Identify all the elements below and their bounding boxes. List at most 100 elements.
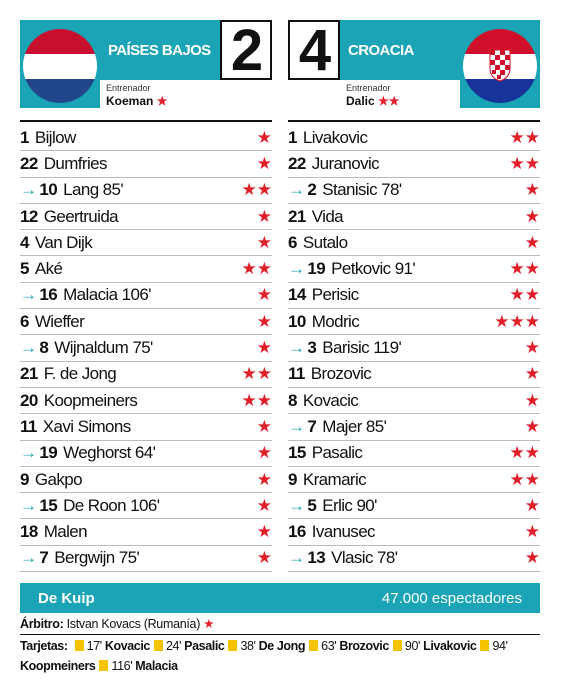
player-number: 15	[288, 443, 306, 463]
player-name: Gakpo	[34, 469, 83, 489]
player-rating: ★	[256, 522, 272, 542]
player-row: 9 Kramaric ★★	[288, 467, 540, 494]
player-number: 16	[288, 522, 306, 542]
player-number: 22	[288, 153, 306, 173]
player-number: 8	[39, 338, 49, 358]
player-rating: ★	[524, 548, 540, 568]
sub-arrow: →	[288, 416, 305, 436]
card-player: Pasalic	[184, 639, 225, 653]
player-name: Vida	[311, 206, 344, 226]
player-row: 11 Brozovic ★	[288, 362, 540, 388]
player-rating: ★	[256, 338, 272, 358]
player-row: 6 Sutalo ★	[288, 230, 540, 257]
player-number: 19	[307, 259, 326, 279]
player-name: Malen	[43, 522, 88, 542]
player-rating: ★	[256, 153, 272, 173]
player-row: → 15 De Roon 106' ★	[20, 493, 272, 520]
player-row: → 8 Wijnaldum 75' ★	[20, 335, 272, 362]
player-row: 22 Dumfries ★	[20, 151, 272, 178]
away-score: 4	[288, 18, 340, 83]
player-number: 1	[20, 127, 29, 147]
player-row: 1 Livakovic ★★	[288, 125, 540, 152]
player-rating: ★	[256, 495, 272, 515]
away-flag-box	[460, 20, 540, 108]
player-name: Malacia 106'	[63, 285, 151, 305]
player-name: Kramaric	[302, 469, 367, 489]
card-minute: 116'	[111, 659, 133, 673]
sub-arrow: →	[20, 495, 37, 515]
away-lineup: 1 Livakovic ★★ 22 Juranovic ★★ → 2 Stanisic 78' ★…	[288, 125, 540, 573]
attendance: 47.000 espectadores	[381, 589, 522, 607]
player-row: → 7 Majer 85' ★	[288, 414, 540, 441]
sub-arrow: →	[20, 548, 37, 568]
player-name: Stanisic 78'	[322, 180, 402, 200]
away-team: CROACIA	[340, 20, 460, 80]
player-name: Juranovic	[311, 153, 380, 173]
player-row: 14 Perisic ★★	[288, 283, 540, 310]
player-name: Perisic	[311, 285, 359, 305]
player-name: Petkovic 91'	[331, 259, 416, 279]
away-flag	[463, 29, 537, 103]
card-minute: 63'	[321, 639, 337, 653]
yellow-card	[153, 640, 163, 651]
player-name: Wieffer	[34, 311, 85, 331]
cards-line: Tarjetas: 17' Kovacic 24' Pasalic 38' De J…	[20, 636, 540, 676]
card-minute: 24'	[165, 639, 182, 653]
player-number: 6	[288, 232, 297, 252]
yellow-card	[228, 640, 238, 651]
player-number: 10	[39, 180, 58, 200]
player-name: Van Dijk	[34, 232, 93, 252]
player-number: 11	[20, 416, 37, 436]
player-row: 5 Aké ★★	[20, 256, 272, 283]
player-rating: ★	[256, 443, 272, 463]
home-rule	[20, 120, 272, 122]
venue-bar: De Kuip 47.000 espectadores	[20, 583, 540, 613]
player-rating: ★★	[509, 285, 540, 305]
player-rating: ★	[256, 548, 272, 568]
home-coach-line: Koeman ★	[106, 94, 167, 108]
sub-arrow: →	[288, 548, 305, 568]
sub-arrow: →	[288, 259, 305, 279]
player-number: 8	[288, 390, 297, 410]
player-number: 15	[39, 495, 58, 515]
player-number: 7	[39, 548, 49, 568]
sub-arrow: →	[288, 338, 305, 358]
player-rating: ★	[256, 127, 272, 147]
away-rule	[288, 120, 540, 122]
player-number: 13	[307, 548, 326, 568]
home-coach-stars: ★	[156, 94, 168, 108]
card-minute: 90'	[404, 639, 420, 653]
player-row: → 19 Petkovic 91' ★★	[288, 256, 540, 283]
player-rating: ★	[524, 338, 540, 358]
player-number: 3	[307, 338, 317, 358]
sub-arrow: →	[20, 443, 37, 463]
referee-name: Istvan Kovacs (Rumanía)	[66, 617, 201, 631]
player-rating: ★	[524, 495, 540, 515]
player-number: 9	[20, 469, 29, 489]
yellow-card	[309, 640, 319, 651]
player-number: 19	[39, 443, 58, 463]
home-lineup: 1 Bijlow ★ 22 Dumfries ★ → 10 Lang 85' ★★ 12 Geertr…	[20, 125, 272, 573]
player-name: Modric	[311, 311, 360, 331]
player-name: Brozovic	[310, 364, 372, 384]
player-row: 6 Wieffer ★	[20, 309, 272, 336]
player-row: 20 Koopmeiners ★★	[20, 388, 272, 415]
player-row: 18 Malen ★	[20, 519, 272, 546]
player-row: 11 Xavi Simons ★	[20, 414, 272, 441]
card-player: Koopmeiners	[20, 659, 96, 673]
away-coach-stars: ★★	[378, 94, 400, 108]
away-coach: Dalic	[346, 94, 375, 108]
player-rating: ★★	[509, 469, 540, 489]
player-number: 1	[288, 127, 297, 147]
player-rating: ★	[256, 285, 272, 305]
player-name: De Roon 106'	[63, 495, 160, 515]
player-row: 12 Geertruida ★	[20, 204, 272, 231]
player-rating: ★	[524, 390, 540, 410]
player-rating: ★★	[241, 259, 272, 279]
player-row: 10 Modric ★★★	[288, 309, 540, 336]
player-number: 5	[307, 495, 317, 515]
yellow-card	[480, 640, 490, 651]
player-name: Koopmeiners	[43, 390, 138, 410]
player-number: 6	[20, 311, 29, 331]
